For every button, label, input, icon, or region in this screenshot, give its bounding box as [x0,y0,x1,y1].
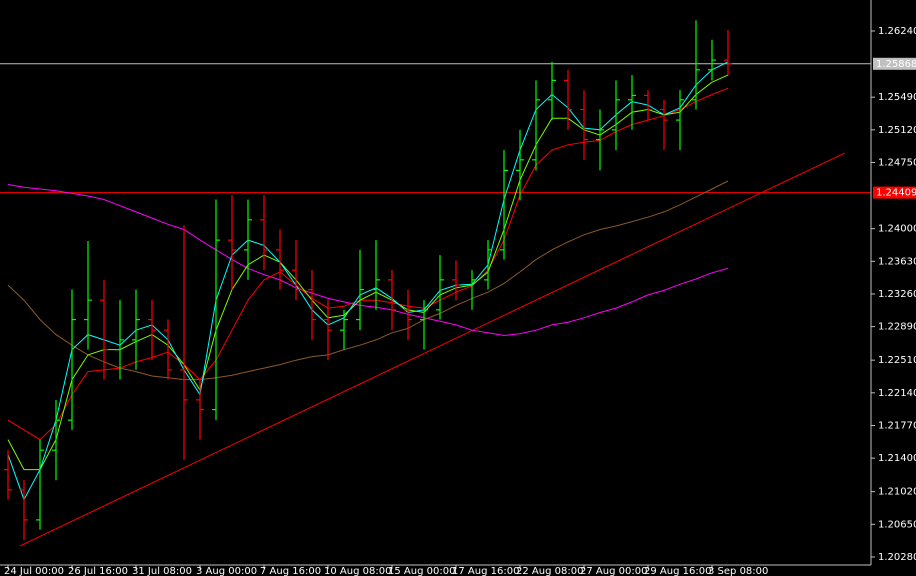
y-tick-label: 1.22890 [878,322,916,333]
x-tick-label: 17 Aug 16:00 [452,566,519,576]
x-tick-label: 3 Aug 00:00 [196,566,257,576]
x-tick-label: 24 Jul 00:00 [4,566,64,576]
x-tick-label: 29 Aug 16:00 [644,566,711,576]
x-tick-label: 7 Aug 16:00 [260,566,321,576]
moving-average [7,61,729,501]
price-tag-label: 1.24409 [876,188,916,199]
moving-average [7,74,729,471]
x-tick-label: 31 Jul 08:00 [132,566,192,576]
x-tick-label: 10 Aug 08:00 [324,566,391,576]
y-tick-label: 1.23260 [878,289,916,300]
moving-average [7,87,729,441]
y-tick-label: 1.22510 [878,355,916,366]
price-tag-label: 1.25868 [876,59,916,70]
y-tick-label: 1.23630 [878,256,916,267]
price-tag [873,57,916,70]
x-tick-label: 26 Jul 16:00 [68,566,128,576]
y-tick-label: 1.20280 [878,552,916,563]
y-tick-label: 1.21770 [878,420,916,431]
y-tick-label: 1.24750 [878,157,916,168]
y-tick-label: 1.24000 [878,224,916,235]
trendline [19,152,846,547]
y-tick-label: 1.22140 [878,388,916,399]
x-tick-label: 15 Aug 00:00 [388,566,455,576]
price-tag [873,186,916,199]
x-tick-label: 3 Sep 08:00 [708,566,768,576]
axis-mask [872,0,916,576]
y-tick-label: 1.26240 [878,26,916,37]
y-tick-label: 1.20650 [878,519,916,530]
moving-average [7,184,729,337]
y-tick-label: 1.21400 [878,453,916,464]
x-tick-label: 22 Aug 08:00 [516,566,583,576]
y-tick-label: 1.25120 [878,125,916,136]
y-tick-label: 1.21020 [878,487,916,498]
moving-average [7,180,729,381]
y-tick-label: 1.25490 [878,92,916,103]
x-tick-label: 27 Aug 00:00 [580,566,647,576]
